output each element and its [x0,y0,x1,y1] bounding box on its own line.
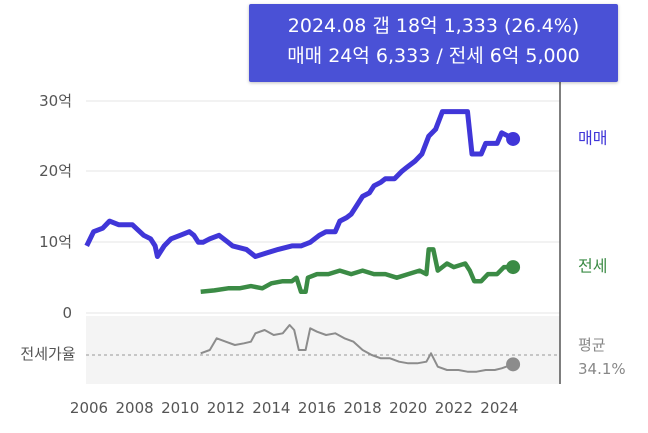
series-line-ratio [200,324,514,373]
tooltip-line-gap: 2024.08 갭 18억 1,333 (26.4%) [287,15,580,37]
ratio-band-background [86,316,560,384]
x-tick-label: 2014 [252,399,290,417]
x-tick-label: 2008 [116,399,154,417]
y-tick-label: 0 [62,304,72,322]
x-axis-ticks: 2006 2008 2010 2012 2014 2016 2018 2020 2022 2024 [70,399,519,417]
grid-lines [86,100,560,314]
y-axis-ticks: 30억 20억 10억 0 [39,92,72,322]
x-tick-label: 2024 [480,399,518,417]
y-tick-label: 30억 [39,92,72,110]
sale-end-point [506,131,521,146]
x-tick-label: 2006 [70,399,108,417]
x-tick-label: 2012 [207,399,245,417]
hover-tooltip: 2024.08 갭 18억 1,333 (26.4%) 매매 24억 6,333… [249,4,618,82]
jeonse-series-label: 전세 [578,257,607,276]
x-tick-label: 2018 [344,399,382,417]
ratio-end-point [506,357,521,372]
x-tick-label: 2020 [389,399,427,417]
series-line-sale [84,109,515,259]
x-tick-label: 2016 [298,399,336,417]
x-tick-label: 2022 [435,399,473,417]
y-tick-label: 10억 [39,233,72,251]
ratio-average-label: 평균 [578,336,606,354]
jeonse-end-point [506,260,521,275]
series-line-jeonse [200,247,514,295]
tooltip-line-prices: 매매 24억 6,333 / 전세 6억 5,000 [287,45,580,67]
ratio-label: 전세가율 [20,345,75,363]
sale-series-label: 매매 [578,129,607,148]
y-tick-label: 20억 [39,162,72,180]
x-tick-label: 2010 [161,399,199,417]
ratio-average-value: 34.1% [578,360,626,378]
